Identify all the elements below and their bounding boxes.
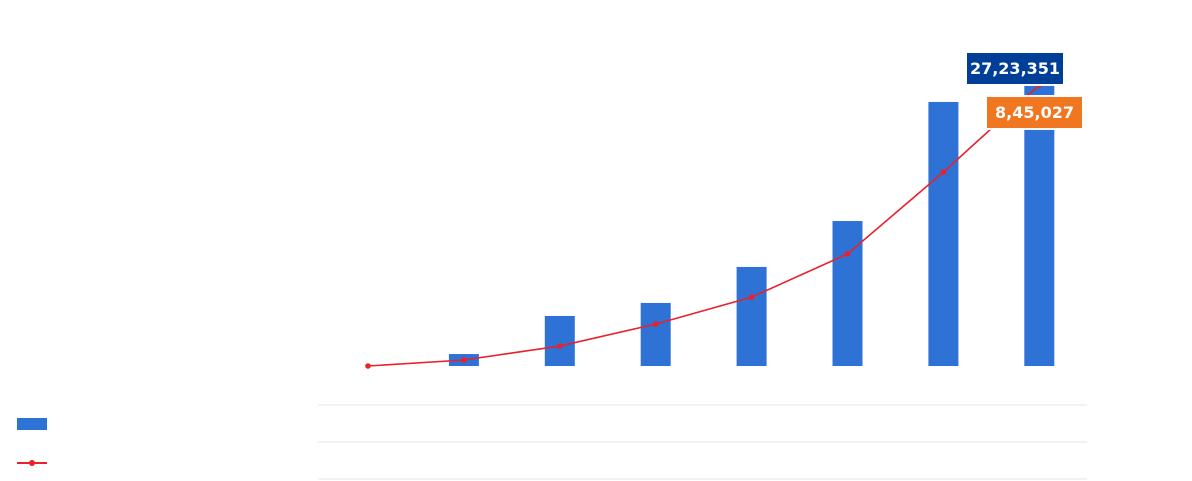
- line-point: [844, 251, 851, 257]
- bar: [928, 101, 959, 367]
- line-point: [652, 321, 659, 327]
- line-point: [940, 169, 947, 175]
- line-point: [557, 343, 563, 349]
- data-label: 8,45,027: [985, 95, 1084, 130]
- line-series: [367, 84, 1040, 367]
- bar: [544, 315, 575, 366]
- data-label: 27,23,351: [965, 51, 1065, 86]
- bar: [832, 221, 863, 366]
- line-point: [461, 357, 467, 363]
- legend-bar-swatch: [17, 418, 47, 430]
- legend-line-marker: [29, 460, 35, 466]
- bar: [736, 266, 767, 366]
- data-label-text: 27,23,351: [970, 59, 1060, 78]
- line-point: [748, 294, 755, 300]
- data-label-text: 8,45,027: [995, 103, 1074, 122]
- line-point: [365, 363, 371, 369]
- bar: [1024, 85, 1055, 366]
- bar: [640, 302, 671, 366]
